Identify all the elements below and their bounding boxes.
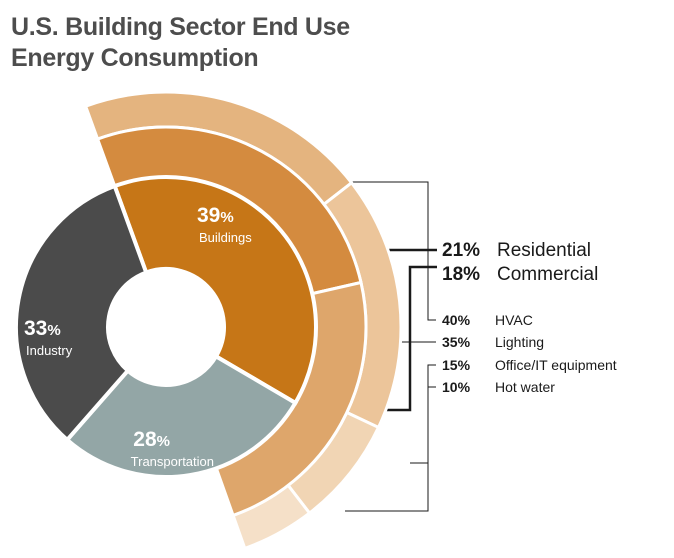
chart-title: U.S. Building Sector End Use Energy Cons… xyxy=(11,12,350,74)
category-label-lighting: Lighting xyxy=(495,334,544,350)
chart-title-line-2: Energy Consumption xyxy=(11,44,259,72)
category-label-hot-water: Hot water xyxy=(495,379,555,395)
value-label-commercial: 18% xyxy=(442,264,480,285)
slice-transportation xyxy=(64,353,299,479)
leader-line-hot-water xyxy=(345,386,436,512)
value-label-residential: 21% xyxy=(442,240,480,261)
category-label-transportation: Transportation xyxy=(131,454,214,469)
data-labels: 39% Buildings 28% Transportation 33% Industry… xyxy=(24,204,617,469)
category-label-office-it-equipment: Office/IT equipment xyxy=(495,357,617,373)
leader-line-office-it-equipment xyxy=(410,364,436,464)
value-label-hot-water: 10% xyxy=(442,379,471,395)
value-label-office-it-equipment: 15% xyxy=(442,357,471,373)
slice-industry xyxy=(14,183,149,443)
sector-ring xyxy=(14,175,318,479)
value-label-lighting: 35% xyxy=(442,334,471,350)
value-label-buildings: 39% xyxy=(197,204,234,227)
leader-line-hvac xyxy=(345,181,436,321)
chart-title-line-1: U.S. Building Sector End Use xyxy=(11,13,350,41)
category-label-buildings: Buildings xyxy=(199,230,252,245)
category-label-residential: Residential xyxy=(497,240,591,261)
slice-buildings xyxy=(112,175,318,406)
value-label-transportation: 28% xyxy=(133,428,170,451)
category-label-industry: Industry xyxy=(26,343,73,358)
category-label-commercial: Commercial xyxy=(497,264,598,285)
category-label-hvac: HVAC xyxy=(495,312,533,328)
value-label-hvac: 40% xyxy=(442,312,471,328)
value-label-industry: 33% xyxy=(24,317,61,340)
